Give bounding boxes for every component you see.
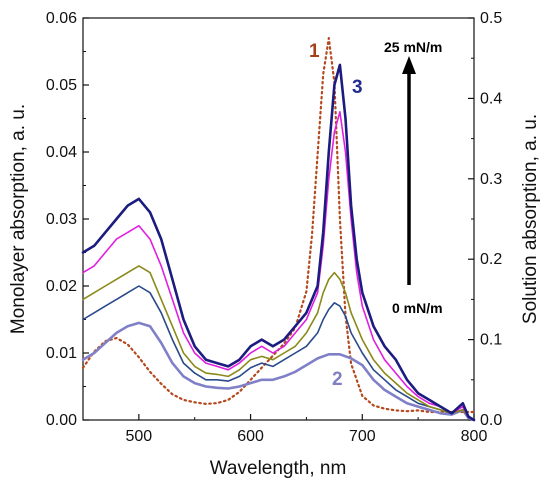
- right-axis-title: Solution absorption, a. u.: [520, 114, 541, 324]
- left-tick-label: 0.02: [46, 278, 77, 295]
- left-axis-title: Monolayer absorption, a. u.: [8, 104, 29, 334]
- left-tick-label: 0.00: [46, 412, 77, 429]
- series-line-3: [82, 265, 475, 421]
- x-tick-label: 600: [237, 428, 264, 445]
- series-line-4: [82, 285, 475, 421]
- series-line-5: [81, 321, 476, 422]
- left-tick-label: 0.05: [46, 77, 77, 94]
- right-tick-label: 0.1: [480, 332, 502, 349]
- series-line-0: [81, 36, 476, 414]
- series-layer: [81, 36, 476, 422]
- curve-label-2: 2: [332, 369, 343, 390]
- x-axis-ticks: 500 600 700 800: [82, 414, 488, 445]
- curve-label-1: 1: [309, 41, 320, 62]
- curve-label-3: 3: [352, 77, 363, 98]
- pressure-high-label: 25 mN/m: [384, 39, 442, 55]
- x-axis-title: Wavelength, nm: [210, 458, 347, 479]
- left-tick-label: 0.01: [46, 345, 77, 362]
- x-tick-label: 500: [126, 428, 153, 445]
- pressure-low-label: 0 mN/m: [392, 300, 443, 316]
- left-tick-label: 0.04: [46, 144, 77, 161]
- right-tick-label: 0.4: [480, 90, 502, 107]
- right-tick-label: 0.5: [480, 10, 502, 27]
- right-tick-label: 0.0: [480, 412, 502, 429]
- left-tick-label: 0.03: [46, 211, 77, 228]
- series-line-1: [81, 63, 476, 422]
- right-tick-label: 0.3: [480, 171, 502, 188]
- right-axis-ticks: 0.0 0.1 0.2 0.3 0.4 0.5: [468, 10, 502, 429]
- left-tick-label: 0.06: [46, 10, 77, 27]
- x-tick-label: 700: [349, 428, 376, 445]
- series-line-2: [82, 111, 475, 421]
- pressure-arrow-head: [402, 56, 416, 74]
- left-axis-ticks: 0.00 0.01 0.02 0.03 0.04 0.05 0.06: [46, 10, 89, 429]
- x-tick-label: 800: [461, 428, 488, 445]
- right-tick-label: 0.2: [480, 251, 502, 268]
